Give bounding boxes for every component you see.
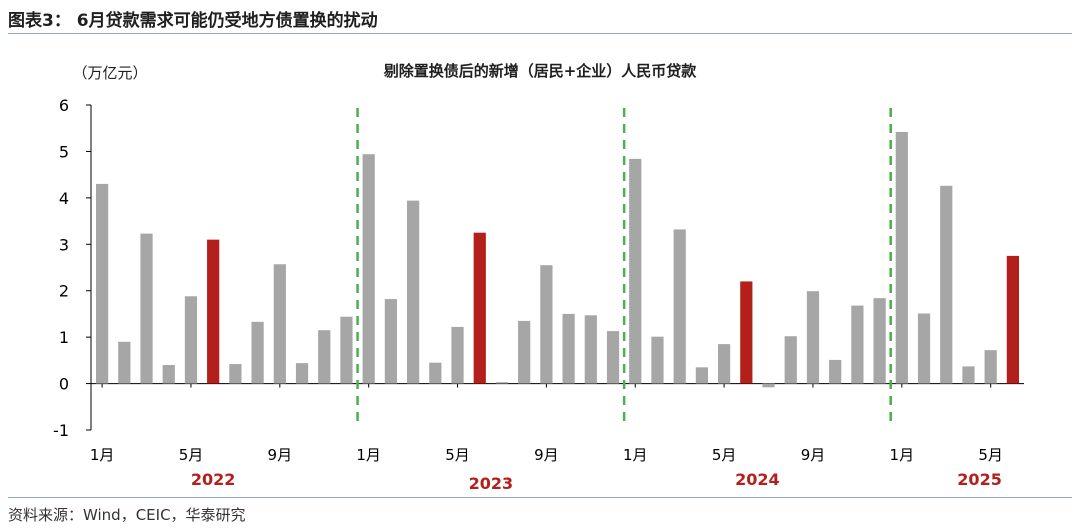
year-label: 2023	[469, 474, 514, 493]
x-tick-label: 1月	[356, 446, 381, 464]
year-label: 2025	[957, 470, 1002, 489]
bar	[962, 366, 975, 384]
bar	[429, 362, 442, 384]
x-tick-label: 5月	[712, 446, 737, 464]
bar	[273, 264, 286, 384]
bar	[651, 336, 664, 384]
bar	[584, 315, 597, 384]
bar	[673, 229, 686, 384]
figure-title: 图表3： 6月贷款需求可能仍受地方债置换的扰动	[8, 11, 378, 31]
bar-highlight	[473, 232, 486, 384]
bar	[251, 321, 264, 384]
bar	[895, 131, 908, 384]
y-tick-label: -1	[53, 421, 69, 440]
bar	[340, 316, 353, 384]
y-tick-label: 4	[59, 189, 69, 208]
bar	[362, 154, 375, 384]
bar	[562, 313, 575, 384]
bar	[629, 158, 642, 384]
y-tick-label: 3	[59, 235, 69, 254]
bar	[695, 367, 709, 384]
bar	[784, 336, 797, 384]
y-tick-label: 0	[59, 375, 69, 394]
bar	[940, 185, 953, 384]
chart-title: 剔除置换债后的新增（居民+企业）人民币贷款	[383, 62, 698, 80]
top-divider	[8, 33, 1072, 34]
bar	[984, 350, 997, 384]
bar	[917, 313, 931, 384]
x-tick-label: 9月	[801, 446, 826, 464]
y-tick-label: 2	[59, 282, 69, 301]
bar	[540, 265, 553, 384]
bar	[318, 330, 331, 384]
x-tick-label: 9月	[268, 446, 293, 464]
bar	[406, 200, 420, 384]
bar-highlight	[1006, 255, 1020, 384]
y-tick-label: 5	[59, 142, 69, 161]
bar-highlight	[207, 239, 220, 384]
bar	[851, 305, 864, 384]
bar	[495, 382, 509, 384]
x-tick-label: 1月	[890, 446, 915, 464]
bar	[606, 331, 620, 384]
bar	[229, 364, 242, 384]
bar	[451, 326, 464, 384]
bar	[384, 299, 398, 384]
year-label: 2022	[191, 470, 236, 489]
bar	[829, 359, 842, 384]
x-tick-label: 5月	[445, 446, 470, 464]
bar-highlight	[740, 281, 753, 384]
x-tick-label: 9月	[534, 446, 559, 464]
bar	[95, 183, 109, 384]
bar	[184, 296, 198, 384]
bar	[295, 363, 309, 384]
bar	[518, 320, 531, 384]
y-unit-label: （万亿元）	[72, 64, 147, 82]
bar	[717, 344, 731, 384]
source-note: 资料来源：Wind，CEIC，华泰研究	[8, 506, 246, 524]
x-tick-label: 5月	[978, 446, 1003, 464]
x-tick-label: 1月	[90, 446, 115, 464]
y-tick-label: 6	[59, 96, 69, 115]
bottom-divider	[8, 497, 1072, 498]
bar	[118, 341, 131, 384]
bar	[873, 298, 886, 384]
bar	[140, 233, 153, 384]
bar	[762, 383, 775, 388]
bar	[162, 365, 175, 384]
year-label: 2024	[735, 470, 780, 489]
x-tick-label: 5月	[179, 446, 204, 464]
x-tick-label: 1月	[623, 446, 648, 464]
y-tick-label: 1	[59, 328, 69, 347]
bar	[806, 291, 820, 384]
